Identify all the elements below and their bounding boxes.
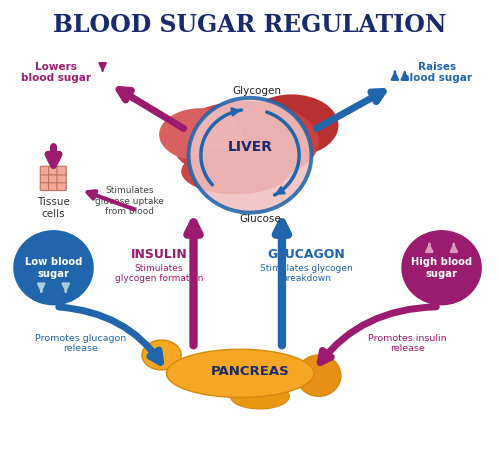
Ellipse shape [172,101,319,182]
Ellipse shape [159,108,242,161]
FancyBboxPatch shape [57,182,66,191]
Text: Low blood
sugar: Low blood sugar [25,257,82,279]
Text: High blood
sugar: High blood sugar [411,257,472,279]
FancyBboxPatch shape [48,182,58,191]
FancyBboxPatch shape [40,166,50,175]
Circle shape [188,98,312,213]
Text: INSULIN: INSULIN [130,248,188,261]
Text: Glycogen: Glycogen [233,86,282,97]
FancyBboxPatch shape [48,166,58,175]
Text: BLOOD SUGAR REGULATION: BLOOD SUGAR REGULATION [53,13,447,37]
Text: PANCREAS: PANCREAS [210,365,290,377]
FancyBboxPatch shape [40,182,50,191]
Text: Stimulates
glycogen formation: Stimulates glycogen formation [115,264,204,284]
Ellipse shape [181,148,290,194]
Text: Raises
blood sugar: Raises blood sugar [402,62,471,83]
FancyBboxPatch shape [57,174,66,183]
Text: Promotes glucagon
release: Promotes glucagon release [35,334,126,353]
Circle shape [402,230,482,305]
Text: Stimulates
glucose uptake
from blood: Stimulates glucose uptake from blood [95,186,164,216]
Text: Stimulates glycogen
breakdown: Stimulates glycogen breakdown [260,264,353,284]
Text: GLUCAGON: GLUCAGON [268,248,345,261]
Ellipse shape [230,384,290,409]
FancyBboxPatch shape [48,174,58,183]
Ellipse shape [245,94,338,156]
Text: Lowers
blood sugar: Lowers blood sugar [21,62,91,83]
FancyBboxPatch shape [40,174,50,183]
Circle shape [13,230,94,305]
Text: LIVER: LIVER [228,140,272,154]
Ellipse shape [296,355,341,396]
Ellipse shape [142,340,181,370]
Ellipse shape [166,349,314,397]
Text: Promotes insulin
release: Promotes insulin release [368,334,446,353]
Text: Tissue
cells: Tissue cells [37,197,70,219]
Text: Glucose: Glucose [239,214,281,224]
FancyBboxPatch shape [57,166,66,175]
